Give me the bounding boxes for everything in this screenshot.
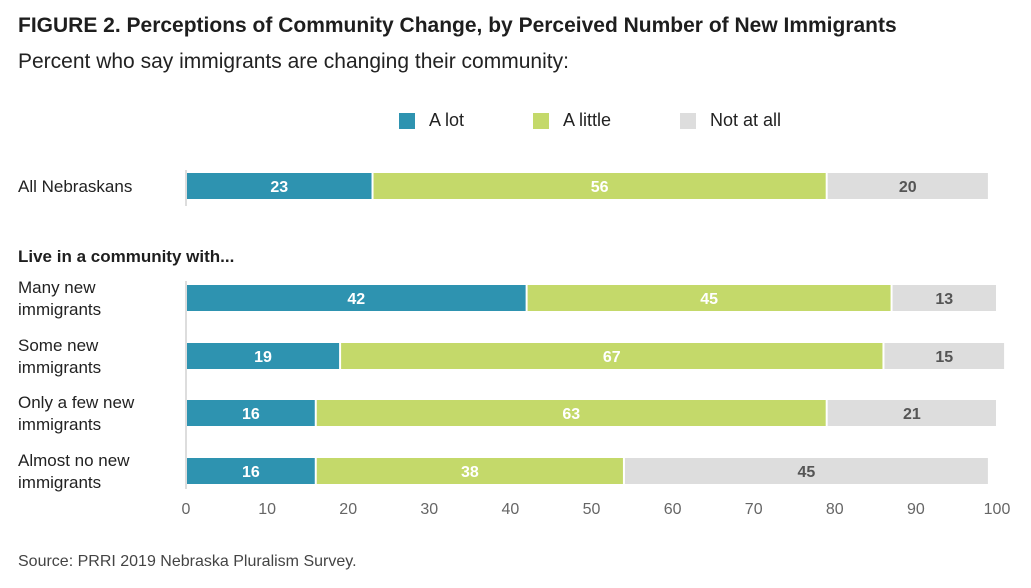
x-tick-label: 50 — [583, 501, 601, 518]
bar-segment — [316, 458, 623, 484]
x-tick-label: 20 — [339, 501, 357, 518]
bar-segment — [827, 173, 988, 199]
group-label: Live in a community with... — [18, 247, 234, 266]
bar-segment — [187, 343, 340, 369]
x-tick-label: 0 — [182, 501, 191, 518]
data-label: 13 — [935, 291, 953, 308]
legend: A lot A little Not at all — [0, 110, 1031, 134]
category-label: Only a few new immigrants — [18, 393, 135, 434]
legend-item-a-little: A little — [533, 110, 611, 131]
data-label: 45 — [798, 464, 816, 481]
bar-segment — [624, 458, 988, 484]
data-label: 67 — [603, 349, 621, 366]
legend-label-a-lot: A lot — [429, 110, 465, 130]
data-label: 23 — [270, 179, 288, 196]
bar-segment — [373, 173, 826, 199]
x-tick-label: 60 — [664, 501, 682, 518]
bar-segment — [527, 285, 891, 311]
x-tick-label: 30 — [420, 501, 438, 518]
bar-segment — [187, 458, 315, 484]
data-label: 38 — [461, 464, 479, 481]
legend-item-a-lot: A lot — [399, 110, 464, 131]
bar-segment — [341, 343, 883, 369]
data-label: 45 — [700, 291, 718, 308]
data-label: 20 — [899, 179, 917, 196]
bar-segment — [884, 343, 1005, 369]
data-label: 16 — [242, 406, 260, 423]
bar-segment — [187, 173, 372, 199]
legend-swatch-not-at-all — [680, 112, 696, 129]
category-label: Many new immigrants — [18, 278, 101, 319]
data-label: 21 — [903, 406, 921, 423]
x-tick-label: 80 — [826, 501, 844, 518]
stacked-bar-chart: Live in a community with... All Nebraskan… — [18, 170, 1011, 518]
bar-segment — [827, 400, 996, 426]
x-tick-label: 70 — [745, 501, 763, 518]
category-label: All Nebraskans — [18, 177, 132, 196]
legend-label-a-little: A little — [563, 110, 612, 130]
category-label: Some new immigrants — [18, 336, 101, 377]
x-tick-label: 10 — [258, 501, 276, 518]
chart-subtitle: Percent who say immigrants are changing … — [18, 50, 569, 73]
data-label: 56 — [591, 179, 609, 196]
category-label: Almost no new immigrants — [18, 451, 130, 492]
data-label: 15 — [935, 349, 953, 366]
bar-segment — [187, 400, 315, 426]
data-label: 16 — [242, 464, 260, 481]
x-tick-label: 90 — [907, 501, 925, 518]
bar-segment — [892, 285, 996, 311]
data-label: 63 — [562, 406, 580, 423]
x-tick-label: 40 — [502, 501, 520, 518]
legend-item-not-at-all: Not at all — [680, 110, 781, 131]
data-label: 19 — [254, 349, 272, 366]
legend-swatch-a-lot — [399, 112, 415, 129]
source-note: Source: PRRI 2019 Nebraska Pluralism Sur… — [18, 553, 357, 570]
legend-label-not-at-all: Not at all — [710, 110, 782, 130]
chart-title: FIGURE 2. Perceptions of Community Chang… — [18, 14, 897, 37]
bar-segment — [187, 285, 526, 311]
x-tick-label: 100 — [984, 501, 1011, 518]
data-label: 42 — [347, 291, 365, 308]
legend-swatch-a-little — [533, 112, 549, 129]
bar-segment — [316, 400, 826, 426]
